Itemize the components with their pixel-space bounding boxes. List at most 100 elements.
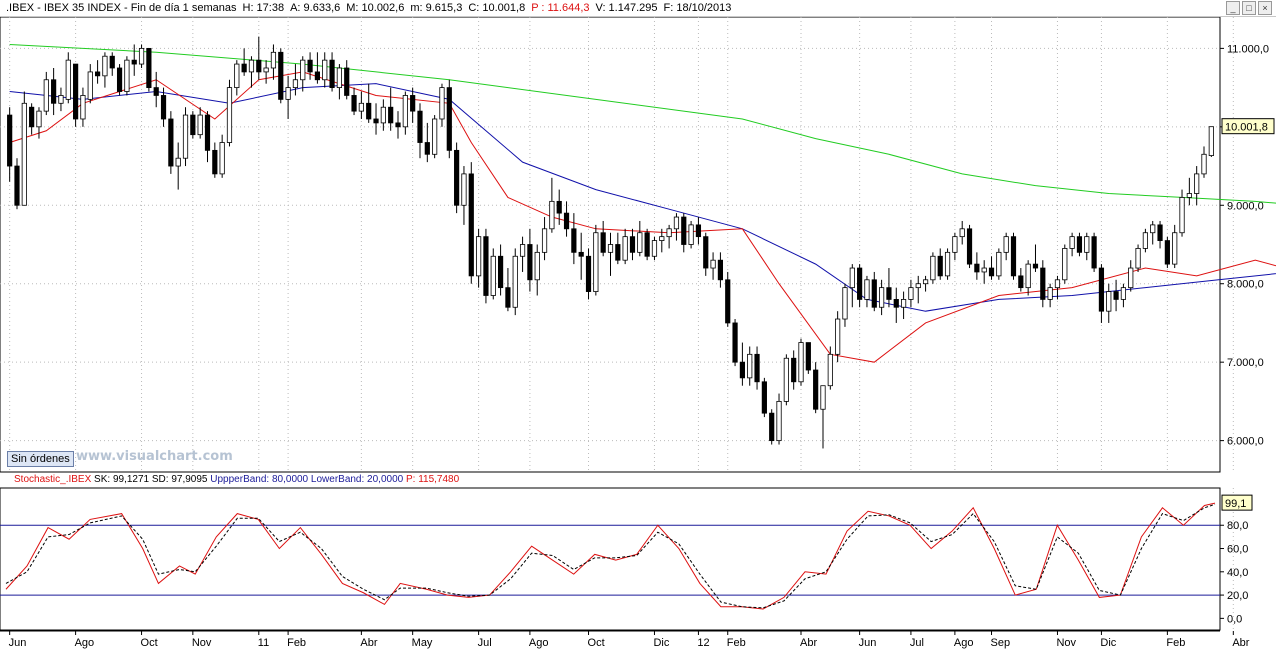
candle-body	[1010, 236, 1017, 277]
candle-body	[1106, 291, 1112, 312]
candle-body	[659, 236, 665, 241]
candle-body	[1201, 153, 1207, 175]
minimize-icon[interactable]: _	[1226, 1, 1240, 15]
stoch-last-box	[1221, 494, 1253, 511]
candle-body	[366, 102, 372, 120]
candle-body	[871, 279, 877, 308]
candle-body	[14, 165, 20, 206]
stoch-sk: SK: 99,1271	[94, 474, 150, 485]
candle-body	[769, 412, 775, 442]
time-tick-label: Jun	[9, 637, 27, 649]
candle-body	[959, 228, 965, 238]
candle-body	[468, 173, 474, 277]
candle-body	[73, 63, 79, 120]
candle-body	[241, 63, 247, 73]
candle-body	[512, 255, 518, 308]
candle-body	[974, 263, 980, 273]
candle-body	[637, 232, 643, 253]
candle-body	[644, 232, 650, 257]
candle-body	[622, 236, 628, 261]
candle-body	[256, 59, 262, 73]
stoch-label: Stochastic_.IBEX	[14, 474, 92, 485]
stoch-tick-label: 0,0	[1227, 613, 1242, 625]
time-tick-label: Oct	[588, 637, 605, 649]
candle-body	[1150, 224, 1156, 234]
candle-body	[21, 102, 27, 206]
candle-body	[116, 67, 123, 92]
candle-body	[827, 353, 833, 387]
stoch-tick-label: 60,0	[1227, 544, 1248, 556]
candle-body	[703, 236, 709, 269]
candle-body	[329, 59, 335, 89]
candle-body	[1084, 236, 1090, 253]
candle-body	[1003, 236, 1009, 253]
candle-body	[519, 244, 526, 257]
candle-body	[981, 267, 987, 273]
candle-body	[952, 236, 958, 253]
stoch-tick-label: 20,0	[1227, 590, 1248, 602]
candle-body	[102, 55, 108, 77]
open-readout: A: 9.633,6	[290, 2, 341, 14]
time-tick-label: Abr	[360, 637, 377, 649]
candle-body	[395, 122, 401, 128]
candle-body	[219, 142, 225, 175]
candle-body	[307, 59, 313, 73]
sin-ordenes-button[interactable]: Sin órdenes	[7, 451, 74, 467]
candle-body	[585, 255, 592, 292]
candle-body	[578, 251, 584, 257]
candle-body	[424, 142, 430, 155]
candle-body	[417, 110, 423, 143]
time-tick-label: Jul	[910, 637, 924, 649]
time-tick-label: Dic	[653, 637, 669, 649]
stoch-sd: SD: 97,9095	[151, 474, 208, 485]
candle-body	[1157, 224, 1163, 241]
candle-body	[710, 259, 716, 269]
last-price-box	[1221, 118, 1275, 135]
candle-body	[87, 71, 93, 100]
stoch-last-label: 99,1	[1225, 498, 1246, 510]
candle-body	[197, 114, 203, 136]
candle-body	[966, 228, 973, 265]
time-tick-label: Feb	[1166, 637, 1185, 649]
candle-body	[1194, 173, 1200, 194]
candle-body	[454, 149, 460, 206]
candle-body	[1142, 232, 1148, 249]
candle-body	[556, 200, 562, 214]
candle-body	[695, 224, 702, 238]
candle-body	[688, 224, 694, 245]
close-icon[interactable]: ×	[1258, 1, 1272, 15]
candle-body	[1164, 240, 1170, 265]
candle-body	[820, 385, 826, 410]
candle-body	[937, 255, 943, 277]
candle-body	[681, 216, 687, 245]
price-readout: P : 11.644,3	[531, 2, 590, 14]
candle-body	[673, 216, 680, 230]
candle-body	[1069, 236, 1075, 249]
candle-body	[446, 87, 452, 151]
candle-body	[483, 236, 489, 296]
candle-body	[7, 114, 13, 167]
candle-body	[600, 232, 606, 253]
candle-body	[1135, 248, 1141, 269]
candle-body	[109, 55, 115, 69]
time-tick-label: Ago	[954, 637, 974, 649]
stoch-line-sk	[5, 502, 1216, 610]
candle-body	[388, 106, 394, 124]
candle-body	[798, 342, 804, 383]
candle-body	[432, 118, 438, 155]
candle-body	[344, 67, 350, 96]
maximize-icon[interactable]: □	[1242, 1, 1256, 15]
candle-body	[996, 251, 1002, 277]
candle-body	[1047, 287, 1053, 300]
time-tick-label: Jul	[478, 637, 492, 649]
candle-body	[783, 357, 789, 402]
candle-body	[915, 283, 921, 289]
low-readout: m: 9.615,3	[410, 2, 463, 14]
candle-body	[36, 110, 42, 128]
time-tick-label: Feb	[727, 637, 746, 649]
candle-body	[930, 255, 936, 281]
candle-body	[314, 71, 321, 81]
volume-readout: V: 1.147.295	[595, 2, 658, 14]
candle-body	[1054, 279, 1061, 289]
candle-body	[776, 400, 782, 442]
